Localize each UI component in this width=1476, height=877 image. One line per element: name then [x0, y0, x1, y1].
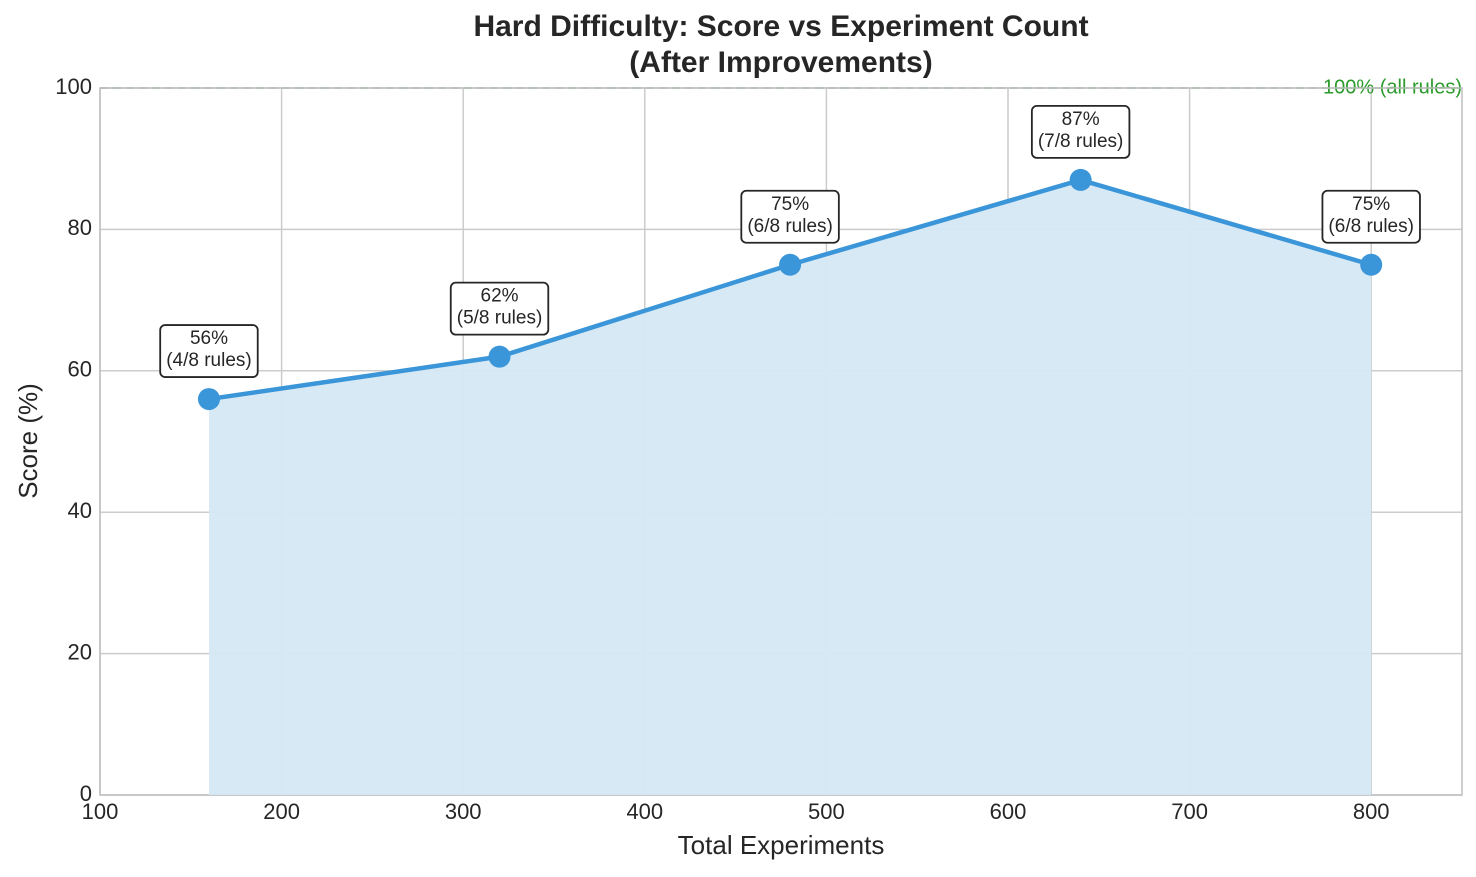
x-tick-label: 600 — [990, 799, 1027, 824]
value-label: 62% — [481, 286, 519, 307]
y-tick-label: 40 — [68, 498, 92, 523]
area — [208, 179, 1372, 795]
x-tick-label: 400 — [626, 799, 663, 824]
value-label: 75% — [771, 194, 809, 215]
y-axis-label: Score (%) — [13, 383, 43, 499]
y-tick-label: 100 — [55, 74, 92, 99]
point-note: (5/8 rules) — [457, 308, 543, 329]
y-tick-label: 20 — [68, 639, 92, 664]
x-tick-label: 700 — [1171, 799, 1208, 824]
label-box — [1321, 189, 1421, 244]
point — [1069, 168, 1092, 191]
chart-subtitle: (After Improvements) — [629, 46, 932, 79]
value-label: 75% — [1352, 194, 1390, 215]
label-box — [740, 189, 840, 244]
point-note: (6/8 rules) — [1328, 216, 1414, 237]
data-label: 62%(5/8 rules) — [449, 281, 550, 336]
data-label: 56%(4/8 rules) — [159, 324, 259, 378]
x-tick-label: 500 — [808, 799, 845, 824]
y-tick-label: 0 — [80, 781, 92, 806]
chart-title: Hard Difficulty: Score vs Experiment Cou… — [473, 10, 1088, 43]
point — [779, 253, 802, 276]
x-axis-label: Total Experiments — [678, 830, 885, 860]
point-note: (7/8 rules) — [1038, 131, 1124, 152]
x-tick-label: 100 — [82, 799, 119, 824]
data-label: 75%(6/8 rules) — [1321, 189, 1421, 244]
point-note: (4/8 rules) — [166, 350, 252, 371]
data-label: 75%(6/8 rules) — [740, 189, 840, 244]
label-box — [1030, 105, 1131, 159]
x-tick-label: 800 — [1353, 799, 1390, 824]
point — [197, 388, 220, 411]
x-tick-label: 300 — [445, 799, 482, 824]
x-tick-label: 200 — [263, 799, 300, 824]
value-label: 87% — [1062, 109, 1100, 130]
value-label: 56% — [190, 328, 228, 349]
label-box — [449, 281, 550, 336]
y-tick-label: 80 — [68, 215, 92, 240]
point — [488, 345, 511, 368]
point — [1360, 253, 1383, 276]
y-tick-label: 60 — [68, 357, 92, 382]
data-label: 87%(7/8 rules) — [1030, 105, 1131, 159]
label-box — [159, 324, 259, 378]
point-note: (6/8 rules) — [747, 216, 833, 237]
